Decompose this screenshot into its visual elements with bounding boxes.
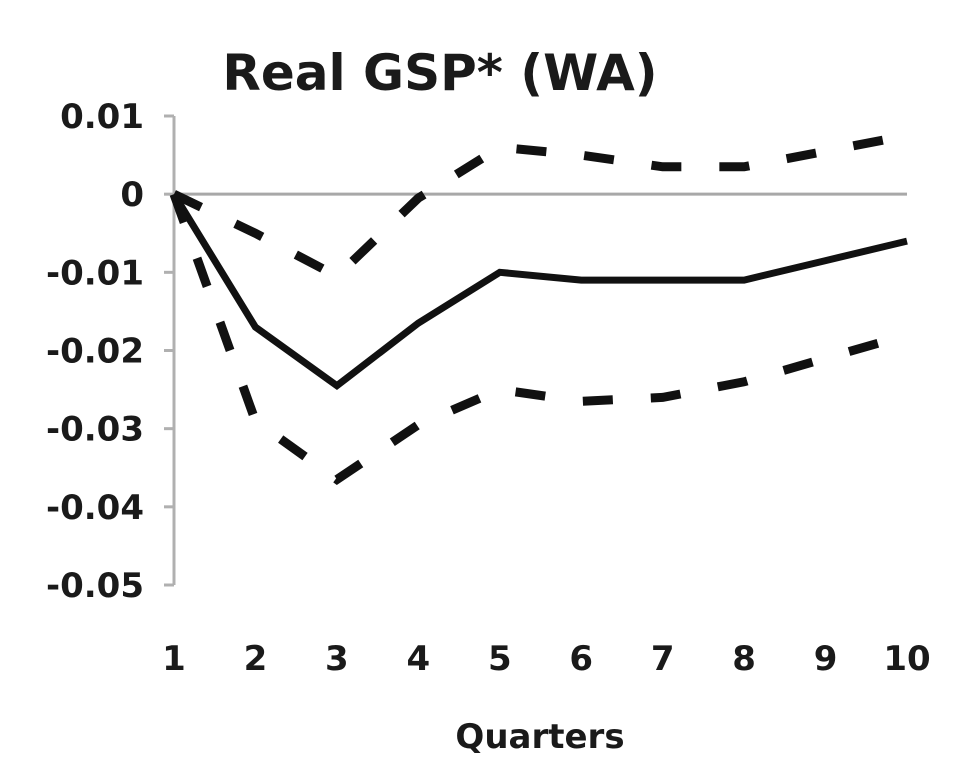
y-tick-label: -0.04 [46,488,144,528]
x-tick-label: 5 [488,639,512,679]
x-tick-label: 1 [162,639,186,679]
x-tick-label: 2 [244,639,268,679]
x-tick-label: 4 [406,639,430,679]
series-lines [169,131,909,485]
x-tick-label: 10 [883,639,930,679]
y-tick-label: 0 [120,175,144,215]
x-tick-label: 7 [651,639,675,679]
impulse-response-line [171,192,908,391]
y-tick-label: -0.03 [46,410,144,450]
x-tick-label: 6 [569,639,593,679]
x-axis: 1 2 3 4 5 6 7 8 9 10 [162,192,931,679]
confidence-band-line [169,192,909,485]
y-tick-label: -0.02 [46,332,144,372]
y-axis: 0.01 0 -0.01 -0.02 -0.03 -0.04 -0.05 [46,97,176,606]
x-tick-label: 8 [732,639,756,679]
x-tick-label: 9 [814,639,838,679]
confidence-band-line [172,131,908,282]
y-tick-label: -0.01 [46,253,144,293]
x-tick-label: 3 [325,639,349,679]
y-tick-label: -0.05 [46,566,144,606]
chart-title: Real GSP* (WA) [222,44,657,102]
x-axis-label: Quarters [455,717,624,757]
y-tick-label: 0.01 [60,97,144,137]
